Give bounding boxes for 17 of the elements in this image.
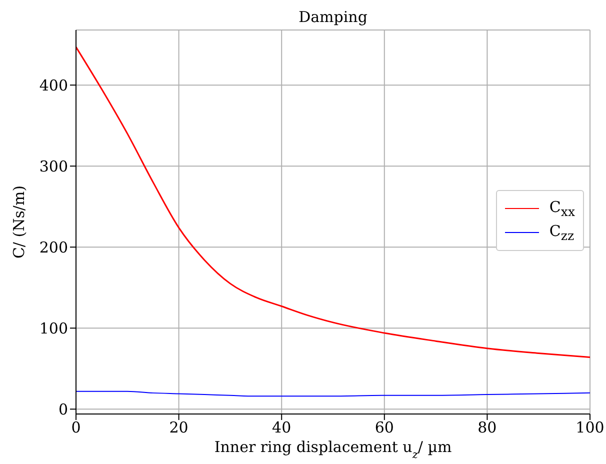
x-tick-label: 20: [169, 418, 188, 437]
x-tick-label: 80: [478, 418, 497, 437]
y-tick-label: 200: [39, 238, 68, 256]
y-axis-title: C/ (Ns/m): [10, 185, 28, 259]
legend-label: C$_{xx}$: [549, 198, 575, 219]
y-tick-label: 100: [39, 319, 68, 338]
x-axis-title: Inner ring displacement u$_{z}$/ µm: [214, 438, 452, 461]
legend-label: C$_{zz}$: [549, 222, 574, 243]
y-tick-label: 300: [39, 157, 68, 176]
y-tick-label: 400: [39, 76, 68, 94]
chart-title: Damping: [298, 8, 368, 26]
x-tick-label: 60: [374, 418, 394, 437]
x-tick-label: 0: [71, 418, 81, 437]
x-tick-label: 100: [576, 418, 604, 437]
y-tick-label: 0: [58, 400, 68, 418]
x-tick-label: 40: [272, 418, 292, 437]
line-series: [76, 46, 590, 358]
